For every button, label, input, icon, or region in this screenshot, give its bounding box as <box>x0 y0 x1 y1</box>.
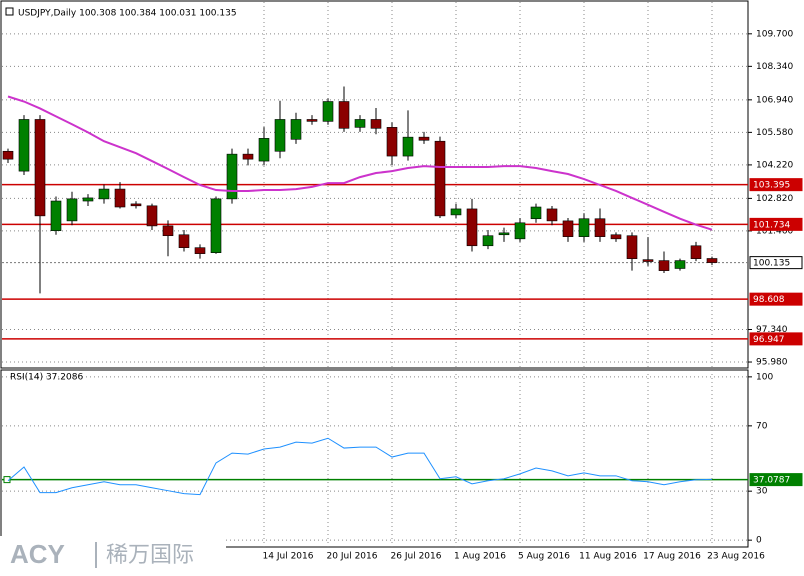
candle-body <box>242 153 254 160</box>
level-label: 37.0787 <box>753 476 790 486</box>
candle-body <box>466 208 478 247</box>
candle-body <box>162 225 174 237</box>
level-label-box <box>749 217 803 231</box>
watermark-brand: ACY <box>10 539 65 569</box>
y-tick-label: 95.980 <box>756 358 788 368</box>
level-label-box <box>749 332 803 346</box>
candle-body <box>114 188 126 208</box>
watermark-bg <box>0 536 226 576</box>
level-label-box <box>749 256 803 270</box>
candle-body <box>130 203 142 207</box>
chart-title: USDJPY,Daily 100.308 100.384 100.031 100… <box>18 9 237 19</box>
title-icon <box>5 7 14 16</box>
x-tick-label: 5 Aug 2016 <box>518 552 570 562</box>
rsi-panel-frame <box>0 369 749 548</box>
level-label: 101.734 <box>753 220 790 230</box>
candle-body <box>146 205 158 227</box>
candle-body <box>50 200 62 231</box>
watermark-name: 稀万国际 <box>106 543 194 568</box>
candle-body <box>98 188 110 200</box>
candle-body <box>626 235 638 259</box>
candle-body <box>530 206 542 220</box>
y-tick-label: 100 <box>756 372 773 382</box>
y-tick-label: 0 <box>756 536 762 546</box>
candle-body <box>258 138 270 162</box>
candle-body <box>210 198 222 253</box>
y-tick-label: 97.340 <box>756 325 788 335</box>
x-tick-label: 23 Aug 2016 <box>707 552 765 562</box>
candle-body <box>370 119 382 129</box>
candle-body <box>338 101 350 129</box>
x-tick-label: 26 Jul 2016 <box>391 552 442 562</box>
candle-body <box>290 119 302 140</box>
candle-body <box>418 136 430 141</box>
candle-body <box>226 153 238 200</box>
candle-body <box>498 232 510 236</box>
level-label: 100.135 <box>753 259 790 269</box>
candle-body <box>306 119 318 122</box>
level-label-box <box>749 292 803 306</box>
level-label-box <box>749 178 803 192</box>
level-label-box <box>749 473 803 487</box>
candle-body <box>706 258 718 263</box>
rsi-line <box>7 437 713 496</box>
level-label: 98.608 <box>753 295 785 305</box>
ma-line <box>7 95 713 231</box>
y-tick-label: 108.340 <box>756 62 793 72</box>
x-tick-label: 11 Aug 2016 <box>579 552 637 562</box>
y-tick-label: 102.820 <box>756 194 793 204</box>
candle-body <box>674 260 686 269</box>
y-tick-label: 70 <box>756 421 768 431</box>
candle-body <box>66 198 78 222</box>
y-tick-label: 109.700 <box>756 29 793 39</box>
x-tick-label: 17 Aug 2016 <box>643 552 701 562</box>
candle-body <box>82 197 94 202</box>
candle-body <box>562 220 574 237</box>
x-tick-label: 14 Jul 2016 <box>263 552 314 562</box>
y-tick-label: 105.580 <box>756 128 793 138</box>
plot-layer: 95.980 97.340 101.460 102.820 104.220 105.580… <box>2 2 803 562</box>
candle-body <box>482 235 494 247</box>
level-label: 103.395 <box>753 181 790 191</box>
candle-body <box>658 260 670 271</box>
candle-body <box>2 150 14 160</box>
candle-body <box>450 208 462 216</box>
candle-body <box>610 234 622 240</box>
y-tick-label: 30 <box>756 487 768 497</box>
candle-body <box>434 140 446 217</box>
x-tick-label: 20 Jul 2016 <box>327 552 378 562</box>
candle-body <box>578 218 590 237</box>
candle-body <box>402 136 414 157</box>
candle-body <box>514 222 526 240</box>
candle-body <box>594 218 606 237</box>
x-tick-label: 1 Aug 2016 <box>454 552 506 562</box>
candle-body <box>690 245 702 259</box>
candle-body <box>386 127 398 157</box>
y-tick-label: 106.940 <box>756 95 793 105</box>
rsi-title: RSI(14) 37.2086 <box>10 373 83 383</box>
candle-body <box>322 101 334 122</box>
candle-body <box>642 259 654 262</box>
candle-body <box>194 247 206 254</box>
candle-body <box>178 234 190 248</box>
candle-body <box>34 119 46 217</box>
candle-body <box>274 119 286 152</box>
level-label: 96.947 <box>753 335 785 345</box>
candle-body <box>18 119 30 172</box>
y-tick-label: 101.460 <box>756 226 793 236</box>
y-tick-label: 104.220 <box>756 160 793 170</box>
candle-body <box>546 208 558 222</box>
candle-body <box>354 119 366 128</box>
